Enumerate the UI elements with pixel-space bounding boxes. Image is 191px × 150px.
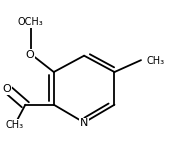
Text: CH₃: CH₃ [6,120,24,130]
Text: N: N [80,118,88,128]
Text: CH₃: CH₃ [147,56,165,66]
Text: OCH₃: OCH₃ [17,17,43,27]
Text: O: O [26,50,34,60]
Text: O: O [2,84,11,94]
